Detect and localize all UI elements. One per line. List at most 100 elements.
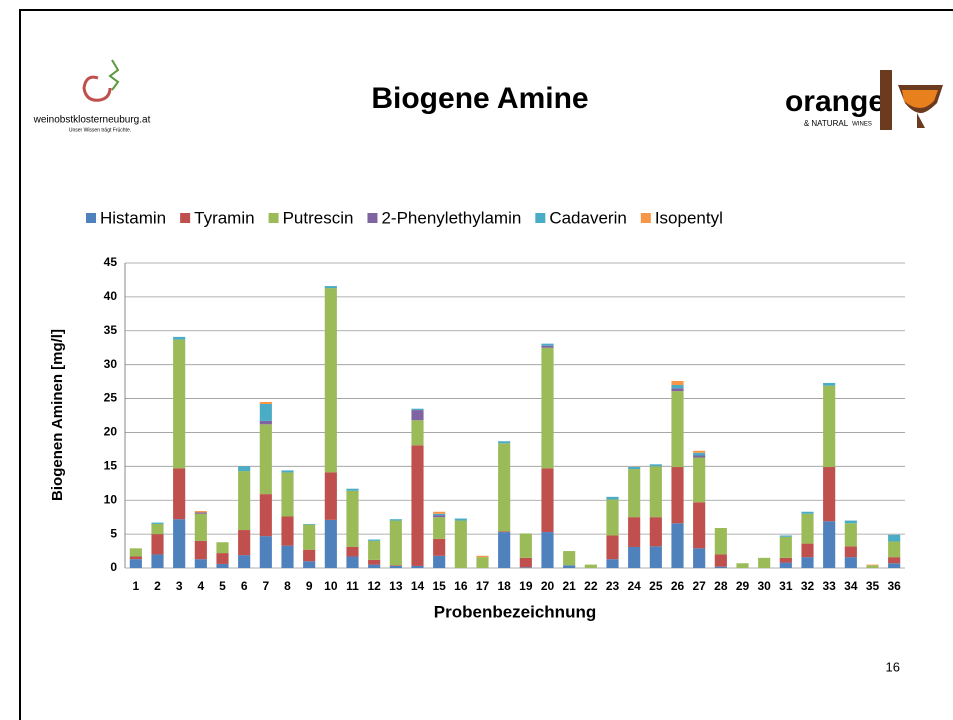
bar-segment xyxy=(628,469,641,518)
legend-label: Tyramin xyxy=(194,208,254,227)
logo-right-sub2: WINES xyxy=(852,122,872,128)
bar-segment xyxy=(411,408,424,411)
x-tick-label: 4 xyxy=(197,579,204,593)
bar-segment xyxy=(563,565,576,568)
x-tick-label: 14 xyxy=(411,579,425,593)
bar-segment xyxy=(476,557,489,568)
bar-segment xyxy=(411,420,424,446)
bar-segment xyxy=(433,538,446,556)
bar-segment xyxy=(606,499,619,536)
bar-segment xyxy=(151,523,164,535)
y-tick-label: 20 xyxy=(104,425,118,439)
bar-segment xyxy=(693,452,706,456)
bar-segment xyxy=(519,533,532,558)
x-tick-label: 22 xyxy=(584,579,598,593)
bar-segment xyxy=(129,559,142,568)
bar-segment xyxy=(844,546,857,558)
bar-segment xyxy=(671,523,684,568)
bar-segment xyxy=(281,470,294,473)
x-tick-label: 16 xyxy=(454,579,468,593)
bar-segment xyxy=(281,516,294,546)
bar-segment xyxy=(259,420,272,425)
bar-segment xyxy=(541,532,554,568)
x-tick-label: 11 xyxy=(346,579,359,593)
bar-segment xyxy=(411,410,424,421)
logo-left-slogan: Unser Wissen trägt Früchte. xyxy=(69,127,131,133)
bar-segment xyxy=(238,471,251,531)
page-number: 16 xyxy=(886,659,900,674)
bar-segment xyxy=(866,565,879,568)
bar-segment xyxy=(801,557,814,568)
bar-segment xyxy=(801,543,814,558)
bar-segment xyxy=(173,339,186,469)
logo-right-sub1: & NATURAL xyxy=(804,119,849,128)
bar-segment xyxy=(216,563,229,568)
bar-segment xyxy=(649,466,662,518)
bar-segment xyxy=(671,385,684,389)
legend-swatch xyxy=(367,213,378,223)
y-tick-label: 30 xyxy=(104,357,118,371)
legend-label: Isopentyl xyxy=(655,208,723,227)
y-tick-label: 15 xyxy=(104,459,118,473)
bar-segment xyxy=(433,511,446,514)
bar-segment xyxy=(151,534,164,555)
bar-segment xyxy=(823,382,836,386)
x-tick-label: 25 xyxy=(649,579,663,593)
logo-left: weinobstklosterneuburg.at Unser Wissen t… xyxy=(33,59,151,133)
bar-segment xyxy=(563,551,576,566)
bar-segment xyxy=(801,513,814,544)
y-axis-title: Biogenen Aminen [mg/l] xyxy=(49,329,66,501)
x-tick-label: 23 xyxy=(606,579,620,593)
x-tick-label: 3 xyxy=(176,579,183,593)
x-tick-label: 12 xyxy=(367,579,381,593)
bar-segment xyxy=(541,347,554,469)
bar-segment xyxy=(389,520,402,566)
bar-segment xyxy=(194,511,207,513)
bar-segment xyxy=(476,555,489,558)
bar-segment xyxy=(303,524,316,550)
bar-segment xyxy=(173,336,186,340)
bar-segment xyxy=(216,553,229,564)
bar-segment xyxy=(671,380,684,385)
logo-left-text: weinobstklosterneuburg.at xyxy=(33,115,151,126)
bar-segment xyxy=(649,464,662,467)
bar-segment xyxy=(844,520,857,524)
bar-segment xyxy=(714,528,727,555)
x-tick-label: 33 xyxy=(822,579,836,593)
bar-segment xyxy=(411,445,424,566)
bar-segment xyxy=(151,522,164,524)
bar-segment xyxy=(368,559,381,565)
x-tick-label: 27 xyxy=(692,579,706,593)
x-tick-label: 17 xyxy=(476,579,490,593)
legend-swatch xyxy=(535,213,546,223)
bar-segment xyxy=(238,555,251,568)
x-tick-label: 26 xyxy=(671,579,685,593)
bar-segment xyxy=(498,531,511,533)
x-tick-label: 34 xyxy=(844,579,858,593)
bar-segment xyxy=(281,545,294,568)
bar-segment xyxy=(498,441,511,444)
bar-segment xyxy=(693,450,706,453)
bar-segment xyxy=(368,564,381,568)
x-tick-label: 24 xyxy=(627,579,641,593)
y-tick-label: 0 xyxy=(110,560,117,574)
bar-segment xyxy=(151,554,164,568)
bar-segment xyxy=(346,488,359,491)
bar-segment xyxy=(389,565,402,566)
bar-segment xyxy=(238,530,251,556)
x-tick-label: 20 xyxy=(541,579,555,593)
bar-segment xyxy=(173,468,186,520)
bar-segment xyxy=(433,513,446,516)
bar-segment xyxy=(129,556,142,560)
logo-right: orange & NATURAL WINES xyxy=(785,70,943,130)
bar-segment xyxy=(823,385,836,468)
bar-segment xyxy=(671,391,684,468)
bar-segment xyxy=(389,519,402,521)
bar-segment xyxy=(454,518,467,521)
bar-segment xyxy=(628,467,641,470)
bar-segment xyxy=(779,536,792,558)
bar-segment xyxy=(541,468,554,533)
bar-segment xyxy=(454,520,467,568)
bar-segment xyxy=(844,557,857,568)
